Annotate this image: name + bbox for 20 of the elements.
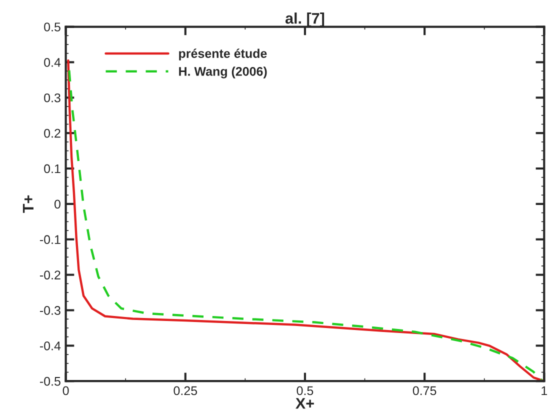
x-tick-label: 0.25 [174, 386, 198, 396]
x-tick-label: 0 [62, 386, 69, 396]
x-tick-label: 0.75 [412, 386, 436, 396]
y-tick-label: -0.4 [40, 341, 61, 350]
y-tick-label: 0.2 [44, 128, 60, 138]
y-tick-label: 0.4 [44, 58, 61, 67]
y-tick-label: 0.5 [44, 22, 60, 32]
y-tick-label: 0.1 [44, 164, 60, 174]
y-tick-label: 0 [54, 200, 60, 209]
y-tick-label: -0.5 [40, 376, 60, 386]
x-axis-title: X+ [296, 398, 314, 409]
y-tick-label: -0.3 [40, 306, 60, 315]
legend-label: H. Wang (2006) [179, 66, 267, 78]
legend-label: présente étude [179, 48, 267, 60]
y-tick-label: -0.1 [40, 235, 60, 244]
y-tick-label: 0.3 [44, 93, 60, 102]
y-axis-title: T+ [22, 195, 34, 213]
x-tick-label: 1 [542, 386, 548, 396]
y-tick-label: -0.2 [40, 270, 60, 280]
x-tick-label: 0.5 [296, 386, 314, 396]
